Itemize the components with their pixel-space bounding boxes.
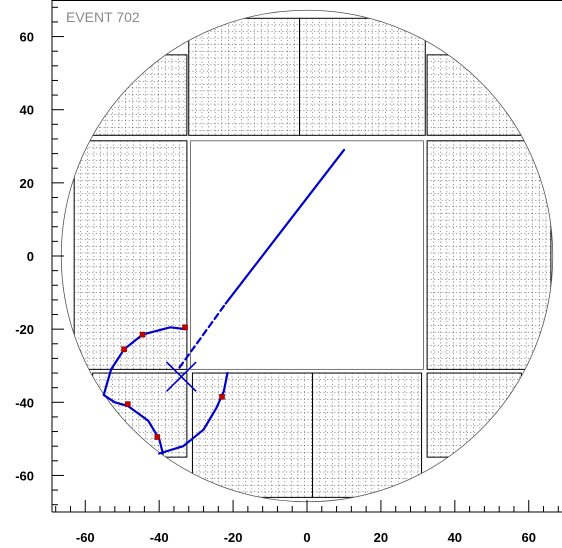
detector-module [426,372,522,458]
track-line [158,371,229,455]
hit-marker [219,393,225,400]
detector-module [426,140,552,370]
hit-marker [154,434,161,440]
detector-module [92,54,188,136]
y-tick-label: 40 [20,103,34,118]
detector-module [312,372,423,498]
x-tick-label: 40 [448,530,462,545]
track-line [224,148,346,305]
x-tick-label: 0 [303,530,310,545]
track-layer [102,148,346,455]
y-tick-label: -40 [15,395,34,410]
beam-hole [190,140,424,370]
vertex-marker [166,361,197,392]
y-tick-label: -60 [15,468,34,483]
hit-marker [121,346,127,353]
hit-marker [139,331,146,338]
detector-module [73,140,188,370]
y-tick-label: 20 [20,176,34,191]
detector-layer [60,9,554,503]
x-tick-label: -40 [150,530,169,545]
x-tick-label: 60 [522,530,536,545]
axes-layer: -60 -40 -20 0 20 40 60 60 40 20 0 -20 -40 -60 [15,0,562,545]
y-tick-label: 60 [20,30,34,45]
hit-marker [182,324,188,331]
track-line [178,302,227,369]
event-title: EVENT 702 [66,9,140,25]
x-tick-label: 20 [374,530,388,545]
x-tick-label: -60 [76,530,95,545]
track-line [102,326,187,455]
y-tick-label: -20 [15,322,34,337]
detector-module [426,54,522,136]
hit-marker [124,401,131,407]
detector-module [299,17,426,136]
x-tick-label: -20 [224,530,243,545]
detector-module [188,17,301,136]
y-tick-label: 0 [27,249,34,264]
